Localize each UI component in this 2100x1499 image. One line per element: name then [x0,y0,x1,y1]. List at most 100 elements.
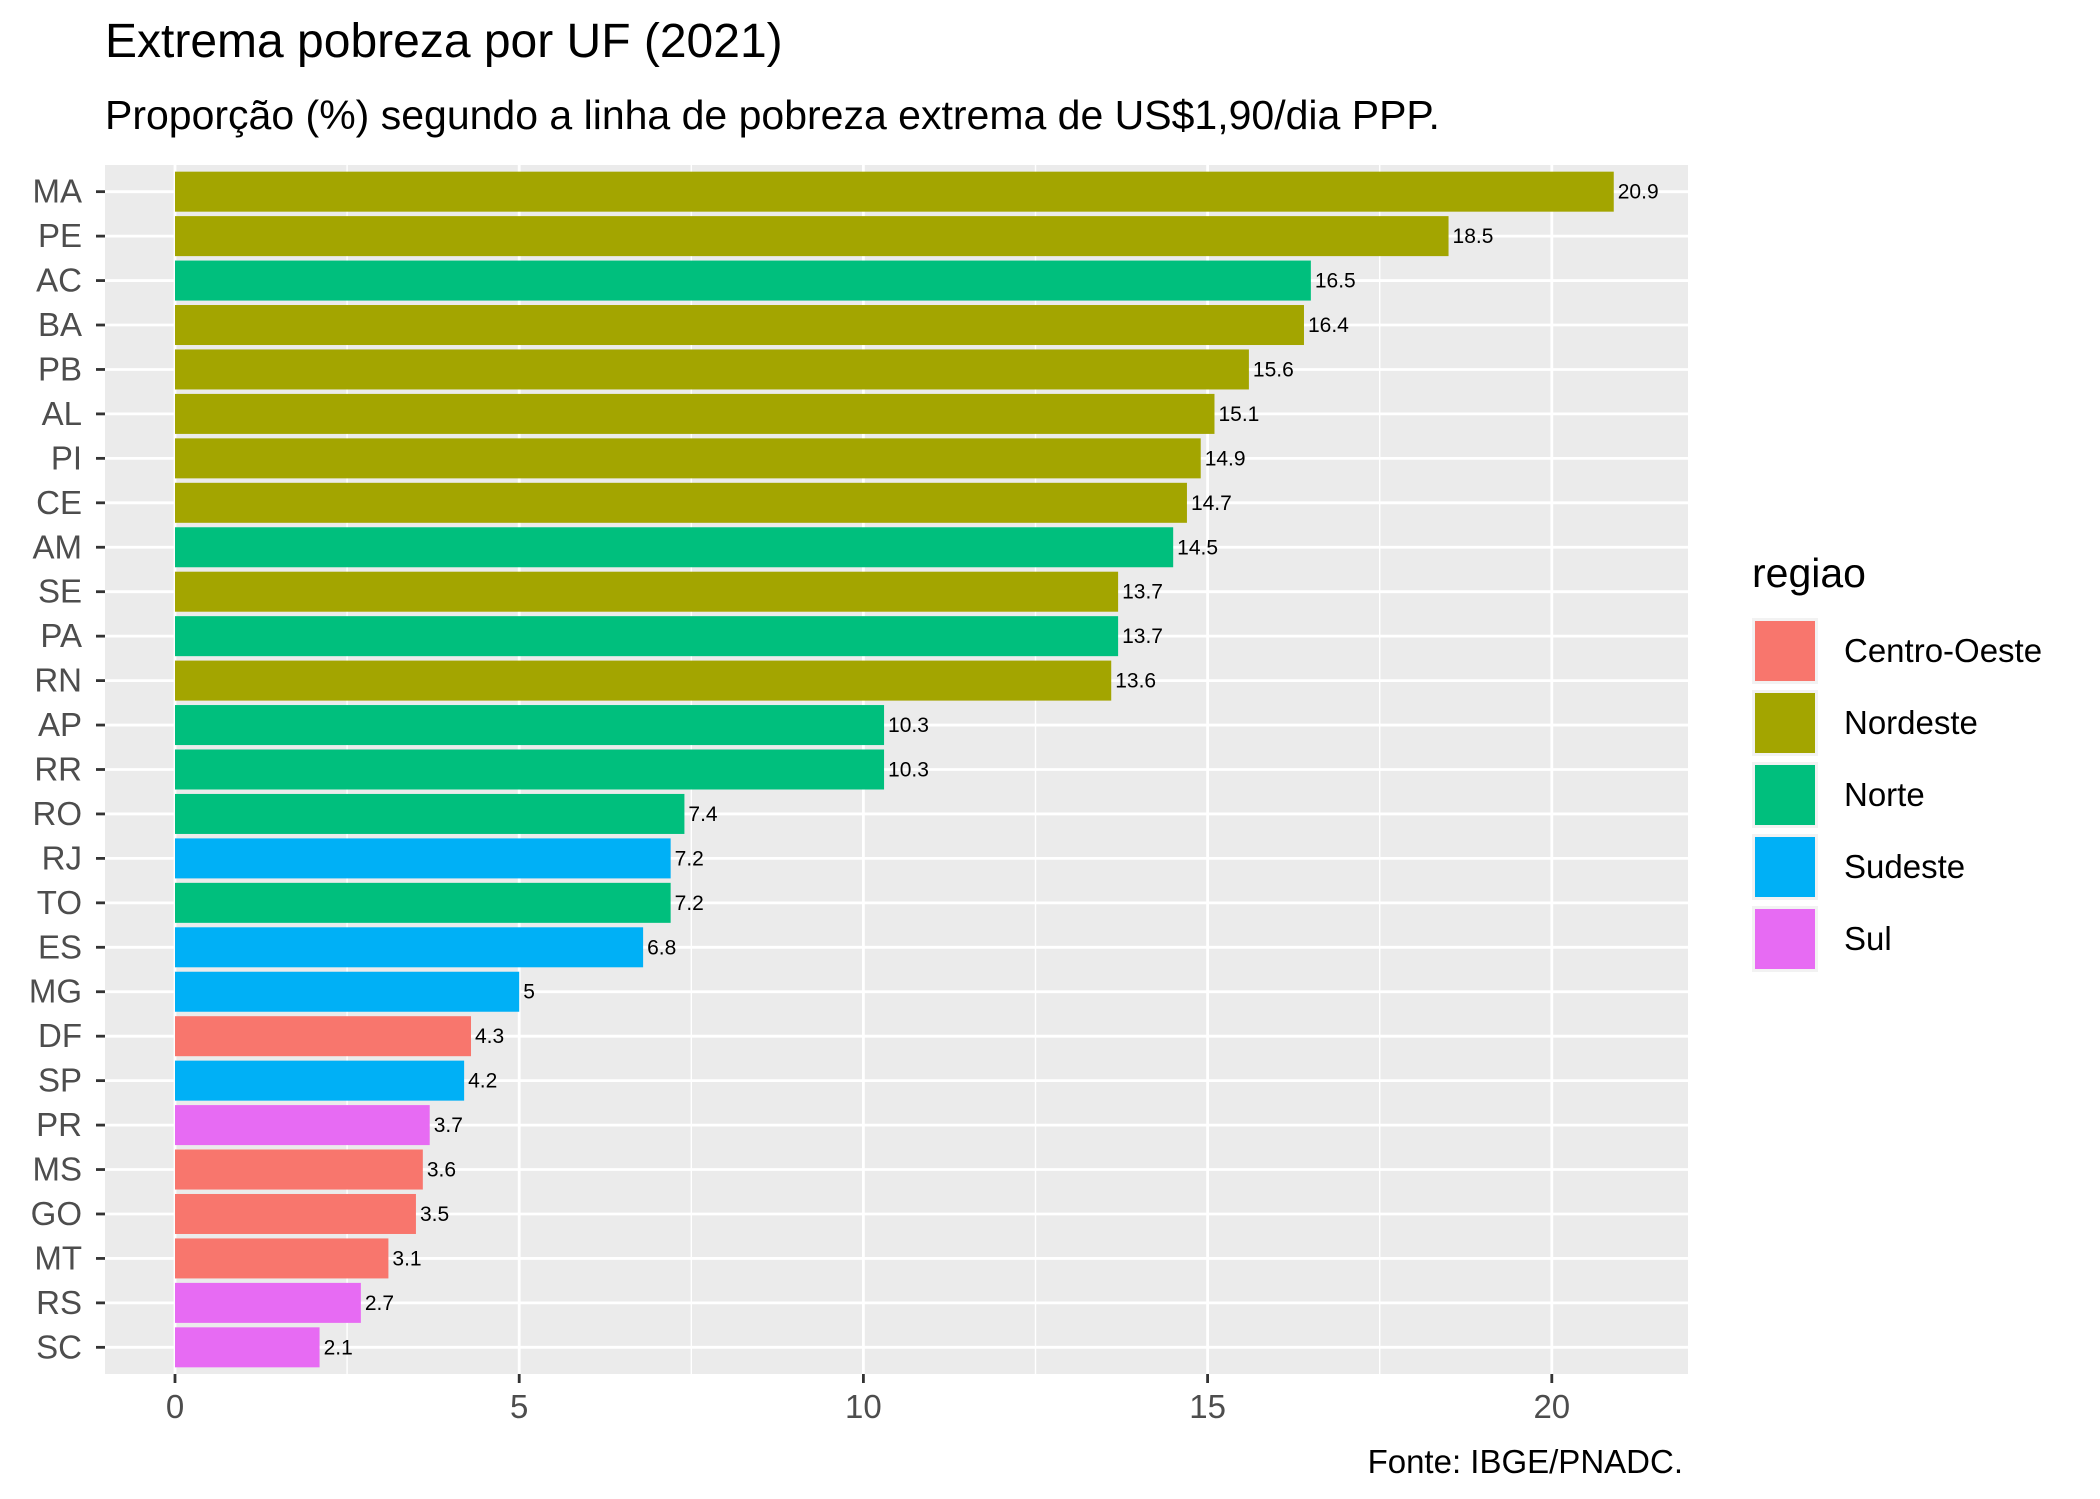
y-tick-label-df: DF [38,1017,82,1054]
legend-key-nordeste [1752,690,1818,756]
value-label-pb: 15.6 [1253,358,1294,381]
legend-key-centro-oeste [1752,618,1818,684]
y-tick-label-mg: MG [29,973,82,1010]
y-tick-label-pe: PE [38,217,82,254]
bar-pe [175,216,1449,257]
y-tick-label-mt: MT [34,1239,82,1276]
y-tick-label-go: GO [31,1195,82,1232]
value-label-rs: 2.7 [365,1292,394,1315]
value-label-sp: 4.2 [468,1070,497,1093]
legend-item-sudeste: Sudeste [1752,831,2042,903]
bar-pr [175,1105,430,1146]
legend-label-centro-oeste: Centro-Oeste [1844,632,2043,669]
bar-sp [175,1060,465,1101]
value-label-rj: 7.2 [675,847,704,870]
value-label-ap: 10.3 [888,714,929,737]
bar-mg [175,971,520,1012]
value-label-es: 6.8 [647,936,676,959]
chart-caption: Fonte: IBGE/PNADC. [1367,1443,1683,1480]
bar-am [175,527,1174,568]
y-tick-label-rj: RJ [42,839,82,876]
x-tick-label: 15 [1189,1388,1226,1425]
value-label-mg: 5 [523,981,535,1004]
value-label-ce: 14.7 [1191,492,1232,515]
value-label-se: 13.7 [1122,581,1163,604]
value-label-ma: 20.9 [1618,181,1659,204]
bar-ac [175,260,1311,301]
y-tick-label-rr: RR [34,751,82,788]
value-label-rn: 13.6 [1115,670,1156,693]
bar-rs [175,1282,361,1323]
x-tick-label: 10 [845,1388,882,1425]
bar-rj [175,838,671,879]
bar-es [175,927,644,968]
y-tick-label-sp: SP [38,1062,82,1099]
chart-title: Extrema pobreza por UF (2021) [105,15,783,68]
value-label-al: 15.1 [1218,403,1259,426]
bar-pi [175,438,1201,479]
x-tick-label: 20 [1533,1388,1570,1425]
y-tick-label-rn: RN [34,662,82,699]
chart-subtitle: Proporção (%) segundo a linha de pobreza… [105,92,1440,138]
bar-ma [175,171,1614,212]
legend-title: regiao [1752,550,1866,596]
value-label-am: 14.5 [1177,536,1218,559]
bar-go [175,1193,416,1234]
bar-ap [175,705,885,746]
y-tick-label-ac: AC [36,262,82,299]
bar-sc [175,1327,320,1368]
legend-key-sul [1752,906,1818,972]
y-tick-label-am: AM [33,528,83,565]
y-tick-label-pa: PA [40,617,82,654]
y-tick-label-pi: PI [51,439,82,476]
bar-ba [175,305,1304,346]
bar-ce [175,482,1187,523]
bar-rn [175,660,1112,701]
bar-ms [175,1149,423,1190]
bars [175,171,1614,1368]
y-tick-label-pb: PB [38,350,82,387]
value-label-ba: 16.4 [1308,314,1349,337]
legend-item-norte: Norte [1752,759,2042,831]
legend-item-nordeste: Nordeste [1752,687,2042,759]
bar-mt [175,1238,389,1279]
legend-label-norte: Norte [1844,776,1925,813]
y-tick-label-al: AL [42,395,82,432]
y-tick-label-se: SE [38,573,82,610]
legend-item-sul: Sul [1752,903,2042,975]
legend-label-nordeste: Nordeste [1844,704,1978,741]
value-label-rr: 10.3 [888,759,929,782]
legend: regiao Centro-Oeste Nordeste Norte Sudes… [1752,550,2042,975]
y-tick-label-ba: BA [38,306,82,343]
y-tick-label-ap: AP [38,706,82,743]
y-tick-label-ce: CE [36,484,82,521]
y-tick-label-es: ES [38,928,82,965]
value-label-go: 3.5 [420,1203,449,1226]
y-tick-label-to: TO [37,884,82,921]
bar-ro [175,793,685,834]
bar-al [175,393,1215,434]
value-label-pr: 3.7 [434,1114,463,1137]
value-labels: 20.9 18.5 16.5 16.4 15.6 15.1 14.9 14.7 14.5 13.7… [324,181,1659,1360]
bar-pa [175,616,1119,657]
value-label-ms: 3.6 [427,1159,456,1182]
x-tick-label: 0 [166,1388,184,1425]
value-label-sc: 2.1 [324,1336,353,1359]
y-tick-label-ma: MA [33,173,83,210]
legend-label-sudeste: Sudeste [1844,848,1966,885]
bar-to [175,882,671,923]
y-tick-label-pr: PR [36,1106,82,1143]
x-axis: 0 5 10 15 20 [166,1374,1570,1425]
bar-df [175,1016,472,1057]
x-tick-label: 5 [510,1388,528,1425]
value-label-mt: 3.1 [392,1247,421,1270]
legend-label-sul: Sul [1844,920,1892,957]
legend-item-centro-oeste: Centro-Oeste [1752,615,2042,687]
y-tick-label-sc: SC [36,1328,82,1365]
bar-pb [175,349,1249,390]
y-tick-label-ms: MS [33,1151,83,1188]
legend-key-sudeste [1752,834,1818,900]
y-axis: MA PE AC BA PB AL PI CE AM SE PA RN AP RR RO RJ TO ES MG DF… [29,173,105,1365]
bar-se [175,571,1119,612]
